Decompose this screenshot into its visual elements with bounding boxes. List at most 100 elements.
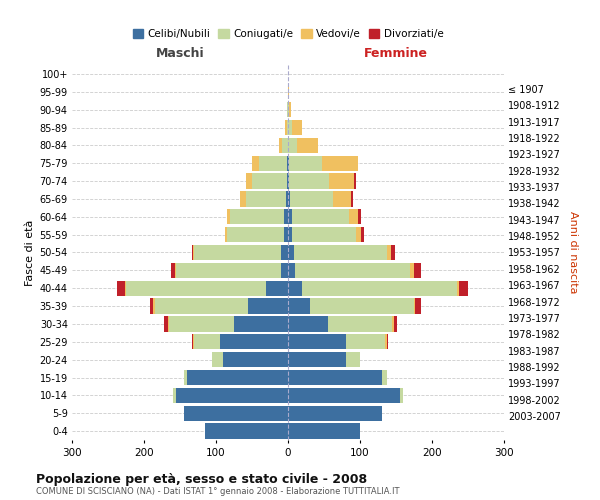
Bar [284, 227, 288, 242]
Bar [176, 263, 281, 278]
Bar [191, 334, 193, 349]
Bar [356, 227, 361, 242]
Bar [288, 120, 292, 135]
Bar [346, 352, 360, 367]
Y-axis label: Fasce di età: Fasce di età [25, 220, 35, 286]
Bar [266, 280, 288, 296]
Bar [194, 245, 281, 260]
Bar [289, 102, 291, 117]
Bar [400, 388, 403, 403]
Bar [414, 298, 415, 314]
Bar [288, 227, 292, 242]
Bar [382, 370, 388, 385]
Bar [322, 156, 358, 171]
Bar [126, 280, 266, 296]
Text: Maschi: Maschi [155, 46, 205, 60]
Bar [352, 192, 353, 206]
Bar [290, 192, 334, 206]
Bar [288, 280, 302, 296]
Legend: Celibi/Nubili, Coniugati/e, Vedovi/e, Divorziati/e: Celibi/Nubili, Coniugati/e, Vedovi/e, Di… [128, 25, 448, 44]
Bar [286, 192, 288, 206]
Text: COMUNE DI SCISCIANO (NA) - Dati ISTAT 1° gennaio 2008 - Elaborazione TUTTITALIA.: COMUNE DI SCISCIANO (NA) - Dati ISTAT 1°… [36, 488, 400, 496]
Bar [155, 298, 248, 314]
Bar [187, 370, 288, 385]
Bar [281, 263, 288, 278]
Bar [205, 424, 288, 438]
Bar [288, 334, 346, 349]
Bar [294, 245, 388, 260]
Bar [168, 316, 169, 332]
Bar [289, 174, 329, 188]
Bar [288, 352, 346, 367]
Bar [164, 316, 168, 332]
Bar [288, 174, 289, 188]
Bar [193, 245, 194, 260]
Bar [154, 298, 155, 314]
Bar [288, 316, 328, 332]
Bar [224, 227, 227, 242]
Bar [354, 174, 356, 188]
Bar [281, 245, 288, 260]
Bar [288, 424, 360, 438]
Bar [287, 174, 288, 188]
Bar [287, 120, 288, 135]
Bar [288, 245, 294, 260]
Bar [295, 263, 410, 278]
Bar [349, 209, 358, 224]
Bar [184, 370, 187, 385]
Text: Popolazione per età, sesso e stato civile - 2008: Popolazione per età, sesso e stato civil… [36, 472, 367, 486]
Bar [246, 174, 252, 188]
Bar [278, 138, 282, 153]
Bar [246, 192, 286, 206]
Bar [394, 316, 397, 332]
Bar [230, 209, 284, 224]
Bar [176, 388, 288, 403]
Bar [241, 192, 246, 206]
Bar [259, 156, 287, 171]
Bar [288, 370, 382, 385]
Bar [288, 209, 292, 224]
Bar [288, 156, 289, 171]
Bar [191, 245, 193, 260]
Bar [252, 156, 259, 171]
Bar [252, 174, 287, 188]
Bar [361, 227, 364, 242]
Bar [388, 245, 391, 260]
Bar [288, 138, 296, 153]
Bar [329, 174, 354, 188]
Bar [346, 334, 385, 349]
Bar [212, 352, 223, 367]
Bar [292, 120, 302, 135]
Bar [288, 298, 310, 314]
Text: Femmine: Femmine [364, 46, 428, 60]
Bar [392, 316, 394, 332]
Bar [391, 245, 395, 260]
Bar [227, 209, 230, 224]
Bar [220, 334, 288, 349]
Bar [284, 209, 288, 224]
Bar [287, 156, 288, 171]
Bar [460, 280, 468, 296]
Bar [288, 406, 382, 421]
Bar [172, 263, 175, 278]
Bar [386, 334, 388, 349]
Bar [334, 192, 352, 206]
Bar [193, 334, 194, 349]
Bar [328, 316, 392, 332]
Bar [282, 138, 288, 153]
Bar [415, 298, 421, 314]
Bar [289, 156, 322, 171]
Bar [288, 102, 289, 117]
Bar [194, 334, 220, 349]
Bar [287, 102, 288, 117]
Bar [302, 280, 457, 296]
Bar [175, 263, 176, 278]
Bar [288, 192, 290, 206]
Bar [414, 263, 421, 278]
Bar [310, 298, 414, 314]
Bar [248, 298, 288, 314]
Bar [173, 388, 176, 403]
Bar [410, 263, 414, 278]
Bar [358, 209, 361, 224]
Bar [118, 280, 125, 296]
